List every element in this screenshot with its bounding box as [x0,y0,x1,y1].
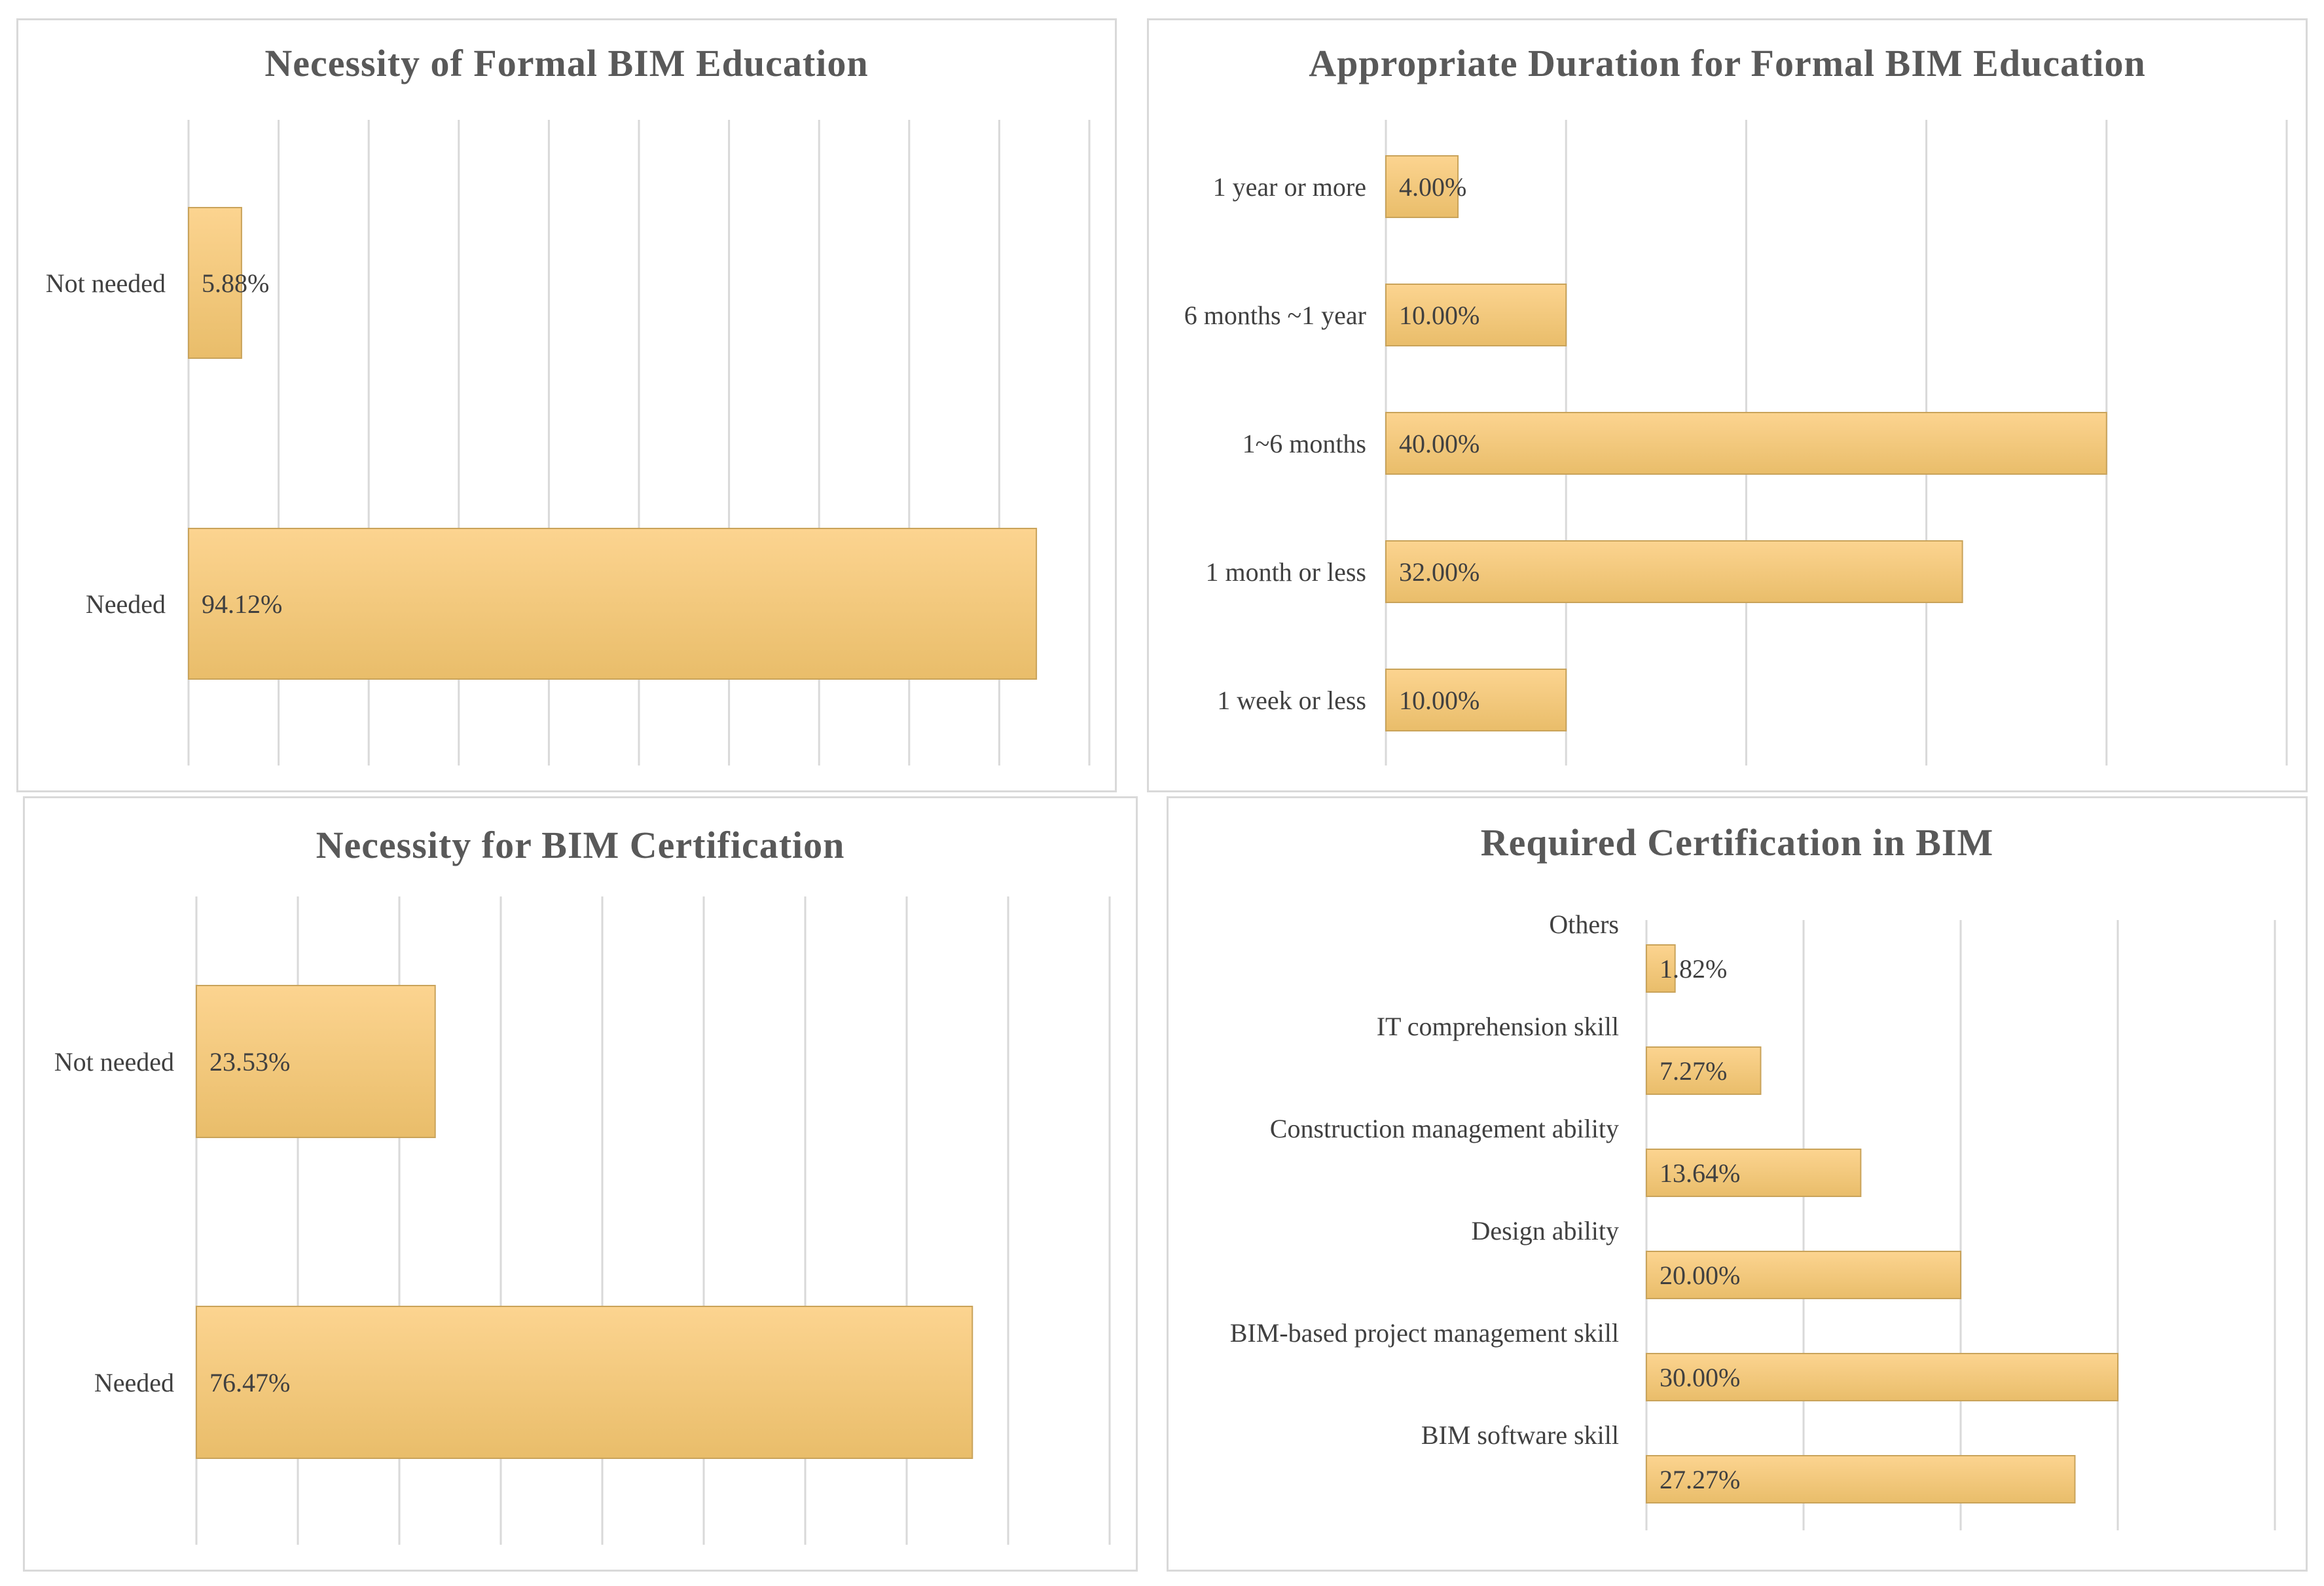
category-label: Not needed [54,1047,174,1077]
category-label: Needed [86,589,166,619]
data-label: 20.00% [1660,1261,1740,1290]
bar [1385,284,1567,346]
category-label: Needed [94,1368,174,1397]
bar [1385,669,1567,731]
data-label: 5.88% [202,268,269,298]
category-label: IT comprehension skill [1377,1012,1619,1041]
category-label: 1 month or less [1205,557,1366,587]
gridlines [1645,920,2276,1530]
category-label: 1 week or less [1217,686,1366,715]
chart-plot: Not needed 23.53% Needed 76.47% [54,896,1111,1545]
category-label: 1~6 months [1243,429,1366,458]
bar [196,1306,973,1459]
category-label: Design ability [1471,1216,1619,1245]
chart-panel-certification-necessity: Necessity for BIM Certification Not need… [23,796,1138,1572]
chart-panel-education-duration: Appropriate Duration for Formal BIM Educ… [1147,18,2308,792]
bar [1646,1353,2118,1401]
data-label: 76.47% [209,1368,290,1397]
bar [188,207,242,359]
chart-title: Necessity for BIM Certification [316,824,845,866]
category-label: BIM-based project management skill [1230,1318,1619,1348]
category-label: Others [1549,910,1619,939]
bar [196,985,436,1138]
category-label: Construction management ability [1270,1114,1619,1143]
chart-title: Required Certification in BIM [1480,821,1994,864]
data-label: 4.00% [1399,172,1466,202]
data-label: 94.12% [202,589,282,619]
chart-panel-required-certification: Required Certification in BIM Others 1.82… [1167,796,2308,1572]
bar [188,528,1038,680]
data-label: 30.00% [1660,1363,1740,1392]
data-label: 1.82% [1660,954,1727,984]
data-label: 10.00% [1399,686,1480,715]
chart-plot: Others 1.82% IT comprehension skill 7.27% Co… [1230,910,2276,1530]
category-label: BIM software skill [1421,1420,1619,1450]
data-label: 23.53% [209,1047,290,1077]
bar [1385,540,1963,603]
chart-title: Necessity of Formal BIM Education [264,42,869,84]
category-label: 1 year or more [1213,172,1366,202]
chart-plot: 1 year or more 4.00% 6 months ~1 year 10.00… [1184,120,2288,765]
chart-title: Appropriate Duration for Formal BIM Educ… [1309,42,2146,84]
bar [1646,1251,1961,1299]
bar [1385,155,1459,218]
category-label: Not needed [46,268,166,298]
chart-panel-formal-education-necessity: Necessity of Formal BIM Education Not ne… [16,18,1117,792]
bar [1646,1046,1762,1095]
bar [1646,1455,2076,1503]
data-label: 40.00% [1399,429,1480,458]
data-label: 7.27% [1660,1056,1727,1086]
data-label: 27.27% [1660,1465,1740,1494]
data-label: 32.00% [1399,557,1480,587]
bar [1646,1149,1862,1197]
data-label: 10.00% [1399,301,1480,330]
chart-plot: Not needed 5.88% Needed 94.12% [46,120,1091,765]
data-label: 13.64% [1660,1158,1740,1188]
bar [1385,412,2107,475]
bar [1646,944,1676,993]
category-label: 6 months ~1 year [1184,301,1366,330]
